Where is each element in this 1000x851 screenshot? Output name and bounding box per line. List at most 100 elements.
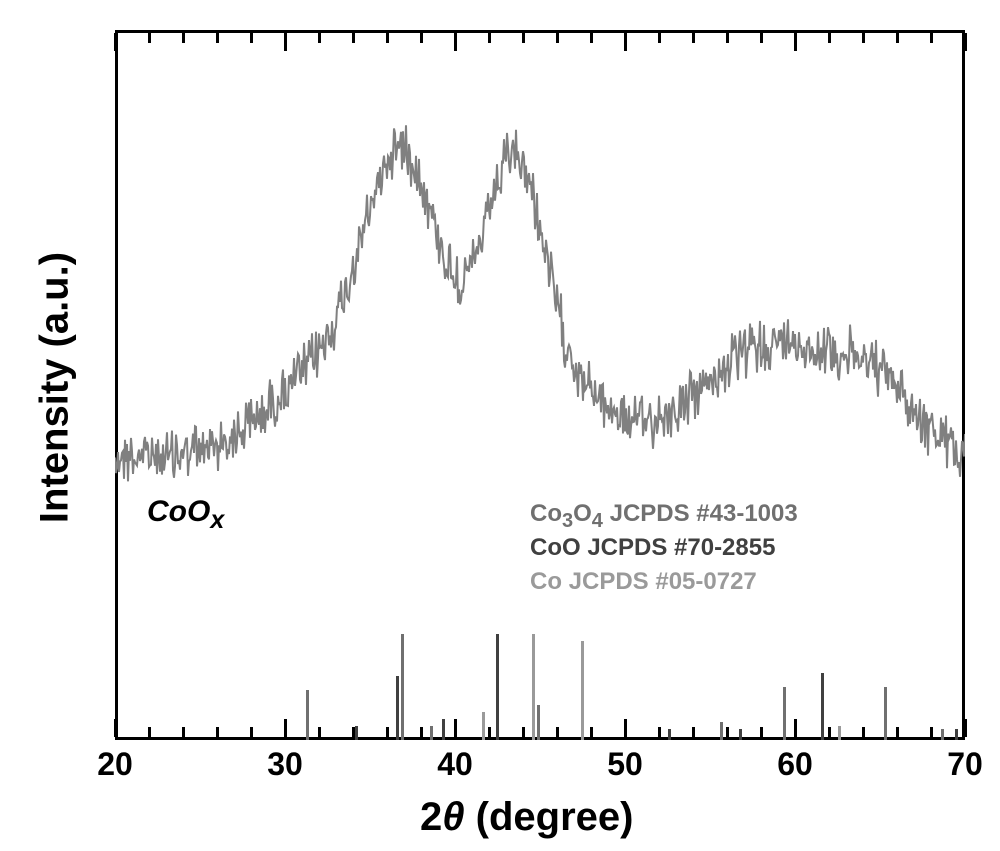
xtick-major — [964, 719, 967, 737]
reference-peak-bar — [537, 705, 540, 741]
reference-peak-bar — [838, 726, 841, 740]
reference-peak-bar — [396, 676, 399, 740]
legend-entry: CoO JCPDS #70-2855 — [530, 534, 775, 562]
xtick-minor — [386, 727, 389, 737]
y-axis-label-text: Intensity (a.u.) — [33, 252, 77, 523]
xtick-major-top — [964, 33, 967, 51]
legend-text: CoO JCPDS #70-2855 — [530, 534, 775, 561]
xtick-minor — [216, 727, 219, 737]
xtick-major-top — [454, 33, 457, 51]
sample-label: CoOx — [147, 495, 224, 535]
xtick-label: 60 — [777, 746, 813, 783]
xtick-major-top — [624, 33, 627, 51]
xtick-minor-top — [896, 33, 899, 43]
reference-peak-bar — [532, 634, 535, 741]
xtick-major-top — [114, 33, 117, 51]
reference-peak-bar — [430, 726, 433, 740]
xtick-minor — [692, 727, 695, 737]
reference-peak-bar — [739, 729, 742, 740]
xtick-label: 30 — [267, 746, 303, 783]
xtick-major — [114, 719, 117, 737]
reference-bars-layer — [115, 30, 965, 740]
xtick-minor-top — [556, 33, 559, 43]
reference-peak-bar — [783, 687, 786, 740]
xtick-label: 40 — [437, 746, 473, 783]
xtick-minor-top — [590, 33, 593, 43]
xtick-minor — [828, 727, 831, 737]
xtick-minor — [420, 727, 423, 737]
legend-text: O — [573, 500, 592, 527]
reference-peak-bar — [442, 719, 445, 740]
figure-container: Intensity (a.u.) 2θ (degree) CoOx Co3O4 … — [0, 0, 1000, 851]
xtick-minor-top — [488, 33, 491, 43]
plot-area: CoOx Co3O4 JCPDS #43-1003CoO JCPDS #70-2… — [115, 30, 965, 740]
xtick-minor-top — [250, 33, 253, 43]
xtick-minor-top — [862, 33, 865, 43]
legend-text: Co — [530, 500, 562, 527]
xtick-major — [284, 719, 287, 737]
xtick-minor-top — [216, 33, 219, 43]
xtick-minor-top — [148, 33, 151, 43]
xtick-minor — [182, 727, 185, 737]
reference-peak-bar — [821, 673, 824, 740]
legend-text: Co JCPDS #05-0727 — [530, 568, 757, 595]
xtick-minor — [556, 727, 559, 737]
xtick-major-top — [794, 33, 797, 51]
reference-peak-bar — [355, 726, 358, 740]
xtick-major — [454, 719, 457, 737]
xtick-label: 70 — [947, 746, 983, 783]
xtick-minor — [250, 727, 253, 737]
legend-sub: 3 — [562, 510, 573, 532]
xtick-minor-top — [420, 33, 423, 43]
xtick-major-top — [284, 33, 287, 51]
xtick-label: 50 — [607, 746, 643, 783]
reference-peak-bar — [720, 722, 723, 740]
xtick-major — [794, 719, 797, 737]
xtick-minor-top — [692, 33, 695, 43]
legend-entry: Co JCPDS #05-0727 — [530, 568, 757, 596]
xtick-minor — [318, 727, 321, 737]
xtick-label: 20 — [97, 746, 133, 783]
sample-label-formula: CoO — [147, 495, 210, 528]
xtick-minor — [760, 727, 763, 737]
reference-peak-bar — [482, 712, 485, 740]
reference-peak-bar — [955, 729, 958, 740]
y-axis-label: Intensity (a.u.) — [33, 238, 78, 538]
xtick-minor — [658, 727, 661, 737]
xtick-minor-top — [522, 33, 525, 43]
xtick-minor — [726, 727, 729, 737]
x-axis-label-prefix: 2 — [420, 795, 442, 839]
reference-peak-bar — [668, 729, 671, 740]
xtick-minor-top — [726, 33, 729, 43]
xtick-minor — [148, 727, 151, 737]
xtick-minor-top — [318, 33, 321, 43]
xtick-minor-top — [658, 33, 661, 43]
x-axis-label-theta: θ — [442, 795, 464, 839]
x-axis-label-suffix: (degree) — [465, 795, 634, 839]
xtick-minor-top — [930, 33, 933, 43]
xtick-major — [624, 719, 627, 737]
reference-peak-bar — [401, 634, 404, 741]
sample-label-sub: x — [210, 506, 224, 534]
reference-peak-bar — [306, 690, 309, 740]
reference-peak-bar — [941, 729, 944, 740]
reference-peak-bar — [884, 687, 887, 740]
legend-entry: Co3O4 JCPDS #43-1003 — [530, 500, 798, 533]
xtick-minor — [488, 727, 491, 737]
xtick-minor — [862, 727, 865, 737]
xtick-minor-top — [386, 33, 389, 43]
xtick-minor-top — [760, 33, 763, 43]
xtick-minor — [352, 727, 355, 737]
xtick-minor — [522, 727, 525, 737]
xtick-minor-top — [828, 33, 831, 43]
xtick-minor — [590, 727, 593, 737]
xtick-minor-top — [352, 33, 355, 43]
legend-sub: 4 — [592, 510, 603, 532]
reference-peak-bar — [581, 641, 584, 740]
xtick-minor — [930, 727, 933, 737]
reference-peak-bar — [496, 634, 499, 741]
xtick-minor-top — [182, 33, 185, 43]
legend-text: JCPDS #43-1003 — [603, 500, 798, 527]
x-axis-label: 2θ (degree) — [420, 795, 634, 840]
xtick-minor — [896, 727, 899, 737]
